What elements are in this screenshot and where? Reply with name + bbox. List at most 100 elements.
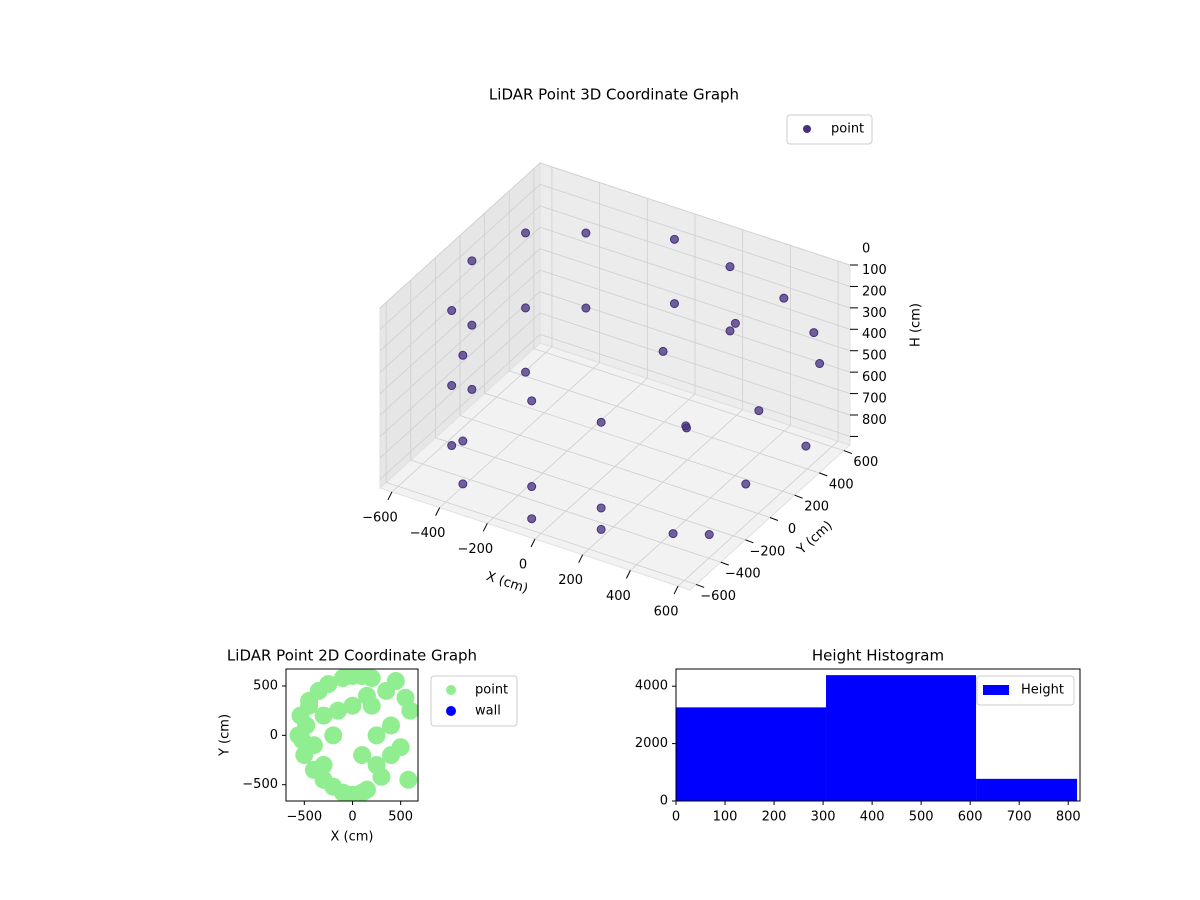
point	[458, 350, 468, 360]
x-tick-label: 0	[348, 810, 356, 825]
z-axis-label: H (cm)	[909, 303, 924, 347]
y-tick-label: 600	[853, 455, 878, 470]
x-tick-label: 0	[672, 810, 680, 825]
point	[372, 767, 391, 786]
z-tick-label: 700	[862, 392, 887, 407]
y-tick-label: −200	[750, 544, 786, 559]
legend-label: Height	[1021, 683, 1064, 698]
y-tick	[819, 472, 828, 477]
point	[357, 686, 376, 705]
point	[467, 384, 477, 394]
y-tick	[745, 539, 754, 544]
z-tick-label: 600	[862, 370, 887, 385]
y-tick-label: −400	[725, 567, 761, 582]
x-tick-label: −600	[362, 510, 398, 525]
grid-line	[533, 348, 844, 451]
bar	[826, 675, 977, 801]
point	[669, 234, 679, 244]
x-tick-label: 200	[762, 810, 787, 825]
point	[521, 303, 531, 313]
legend-swatch	[983, 685, 1009, 695]
point	[293, 731, 312, 750]
x-tick-label: 600	[958, 810, 983, 825]
point	[382, 746, 401, 765]
grid-line	[379, 269, 541, 416]
point	[319, 675, 338, 694]
legend-label: point	[831, 122, 864, 137]
point	[401, 701, 418, 720]
point	[741, 479, 751, 489]
point	[362, 669, 381, 688]
x-tick-label: −400	[410, 526, 446, 541]
chart-title: Height Histogram	[812, 647, 944, 665]
y-axis-label: Y (cm)	[218, 714, 233, 757]
grid-line	[539, 184, 851, 287]
point	[357, 780, 376, 799]
z-tick-label: 400	[862, 327, 887, 342]
x-tick-label: 500	[388, 810, 413, 825]
x-tick-label: 200	[558, 573, 583, 588]
point	[367, 726, 386, 745]
x-tick-label: 0	[519, 558, 527, 573]
x-tick-label: 100	[713, 810, 738, 825]
point	[399, 770, 418, 789]
z-tick-label: 800	[862, 413, 887, 428]
y-tick	[720, 561, 729, 566]
x-tick-label: 500	[909, 810, 934, 825]
point	[467, 256, 477, 266]
axes-frame	[675, 668, 1081, 802]
point	[809, 328, 819, 338]
grid-line	[379, 312, 541, 459]
point	[343, 696, 362, 715]
point	[725, 262, 735, 272]
point	[725, 326, 735, 336]
point	[314, 706, 333, 725]
grid-line	[379, 248, 541, 395]
x-tick-label: −500	[286, 810, 322, 825]
x-tick-label: 800	[1056, 810, 1081, 825]
point	[382, 716, 401, 735]
y-tick-label: 4000	[635, 679, 668, 694]
x-tick	[435, 507, 441, 516]
x-axis-label: X (cm)	[331, 830, 374, 845]
y-tick-label: 400	[829, 477, 854, 492]
grid-line	[484, 392, 795, 496]
point	[297, 716, 316, 735]
point	[527, 396, 537, 406]
point	[324, 726, 343, 745]
points	[289, 669, 418, 801]
x-tick-label: 700	[1007, 810, 1032, 825]
grid-line	[379, 184, 541, 330]
point	[779, 293, 789, 303]
grid-line	[410, 459, 721, 563]
point	[447, 306, 457, 316]
z-tick-label: 100	[862, 263, 887, 278]
y-tick-label: 500	[253, 678, 278, 693]
point	[668, 529, 678, 539]
grid-line	[539, 162, 851, 266]
y-tick	[843, 450, 853, 455]
point	[447, 381, 457, 391]
y-tick-label: 200	[804, 500, 829, 515]
point	[815, 359, 825, 369]
point	[669, 299, 679, 309]
grid-line	[459, 415, 771, 518]
point	[527, 514, 537, 524]
bar	[676, 707, 827, 801]
point	[458, 479, 468, 489]
x-tick-label: 300	[811, 810, 836, 825]
z-tick-label: 0	[862, 242, 870, 257]
point	[467, 320, 477, 330]
legend-marker	[446, 685, 456, 695]
x-tick-label: 400	[606, 589, 631, 604]
point	[458, 436, 468, 446]
x-tick	[625, 570, 631, 579]
y-axis-label: Y (cm)	[794, 518, 836, 558]
x-tick-label: 400	[860, 810, 885, 825]
grid-line	[539, 291, 851, 394]
point	[658, 346, 668, 356]
point	[581, 303, 591, 313]
z-tick-label: 300	[862, 306, 887, 321]
grid-line	[539, 226, 851, 330]
y-tick-label: 0	[660, 794, 668, 809]
